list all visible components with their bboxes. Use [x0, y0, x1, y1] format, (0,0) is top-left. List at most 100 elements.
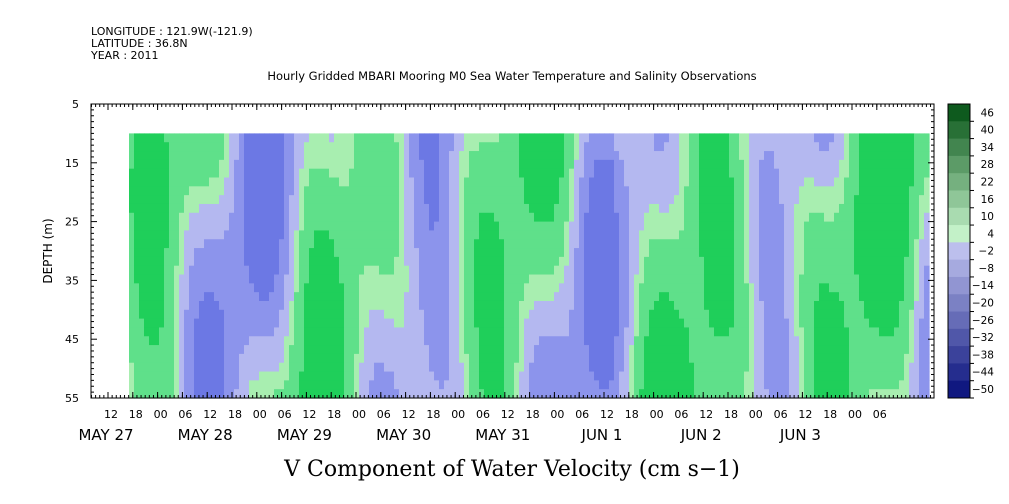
heatmap-cell: [139, 151, 145, 161]
heatmap-cell: [414, 239, 420, 249]
heatmap-cell: [529, 195, 535, 205]
heatmap-cell: [709, 256, 715, 267]
heatmap-cell: [629, 371, 635, 381]
heatmap-cell: [599, 265, 605, 276]
heatmap-cell: [254, 318, 260, 329]
heatmap-cell: [539, 248, 545, 258]
heatmap-cell: [329, 195, 335, 205]
heatmap-cell: [689, 371, 695, 381]
heatmap-cell: [489, 265, 495, 276]
heatmap-cell: [209, 239, 215, 249]
heatmap-cell: [814, 309, 820, 320]
heatmap-cell: [224, 239, 230, 249]
heatmap-cell: [199, 203, 205, 214]
heatmap-cell: [694, 151, 700, 161]
heatmap-cell: [239, 362, 245, 373]
heatmap-cell: [179, 133, 185, 143]
heatmap-cell: [869, 195, 875, 205]
heatmap-cell: [294, 239, 300, 249]
heatmap-cell: [584, 168, 590, 179]
heatmap-cell: [229, 380, 235, 390]
heatmap-cell: [774, 248, 780, 258]
heatmap-cell: [379, 230, 385, 240]
heatmap-cell: [544, 203, 550, 214]
heatmap-cell: [489, 371, 495, 381]
heatmap-cell: [394, 177, 400, 187]
heatmap-cell: [429, 168, 435, 179]
heatmap-cell: [614, 300, 620, 311]
heatmap-cell: [234, 389, 240, 399]
heatmap-cell: [514, 292, 520, 302]
heatmap-cell: [544, 186, 550, 196]
heatmap-cell: [524, 292, 530, 302]
heatmap-cell: [219, 168, 225, 179]
heatmap-cell: [669, 318, 675, 329]
heatmap-cell: [194, 292, 200, 302]
heatmap-cell: [819, 380, 825, 390]
heatmap-cell: [819, 300, 825, 311]
heatmap-cell: [389, 318, 395, 329]
heatmap-cell: [199, 230, 205, 240]
heatmap-cell: [339, 177, 345, 187]
heatmap-cell: [454, 309, 460, 320]
heatmap-cell: [584, 292, 590, 302]
heatmap-cell: [219, 309, 225, 320]
heatmap-cell: [554, 389, 560, 399]
heatmap-cell: [499, 186, 505, 196]
heatmap-cell: [869, 133, 875, 143]
heatmap-cell: [269, 151, 275, 161]
heatmap-cell: [914, 133, 920, 143]
heatmap-cell: [304, 274, 310, 284]
heatmap-cell: [769, 336, 775, 346]
heatmap-cell: [624, 362, 630, 373]
heatmap-cell: [274, 256, 280, 267]
heatmap-cell: [569, 195, 575, 205]
heatmap-cell: [609, 186, 615, 196]
heatmap-cell: [884, 133, 890, 143]
heatmap-cell: [779, 151, 785, 161]
heatmap-cell: [214, 300, 220, 311]
heatmap-cell: [884, 256, 890, 267]
heatmap-cell: [299, 380, 305, 390]
heatmap-cell: [364, 371, 370, 381]
heatmap-cell: [399, 133, 405, 143]
heatmap-cell: [264, 248, 270, 258]
heatmap-cell: [164, 327, 170, 337]
heatmap-cell: [169, 327, 175, 337]
heatmap-cell: [909, 274, 915, 284]
heatmap-cell: [704, 239, 710, 249]
heatmap-cell: [684, 300, 690, 311]
heatmap-cell: [449, 300, 455, 311]
heatmap-cell: [589, 265, 595, 276]
heatmap-cell: [299, 300, 305, 311]
heatmap-cell: [884, 221, 890, 232]
heatmap-cell: [674, 248, 680, 258]
heatmap-cell: [914, 203, 920, 214]
heatmap-cell: [784, 168, 790, 179]
heatmap-cell: [774, 151, 780, 161]
heatmap-cell: [769, 283, 775, 293]
heatmap-cell: [694, 283, 700, 293]
heatmap-cell: [129, 239, 135, 249]
heatmap-cell: [139, 256, 145, 267]
heatmap-cell: [179, 371, 185, 381]
heatmap-cell: [489, 186, 495, 196]
heatmap-cell: [629, 195, 635, 205]
heatmap-cell: [234, 230, 240, 240]
heatmap-cell: [624, 380, 630, 390]
heatmap-cell: [139, 327, 145, 337]
heatmap-cell: [364, 142, 370, 152]
heatmap-cell: [839, 248, 845, 258]
heatmap-cell: [724, 203, 730, 214]
heatmap-cell: [144, 186, 150, 196]
heatmap-cell: [454, 292, 460, 302]
heatmap-cell: [234, 309, 240, 320]
heatmap-cell: [499, 362, 505, 373]
heatmap-cell: [864, 345, 870, 355]
heatmap-cell: [179, 212, 185, 223]
heatmap-cell: [604, 203, 610, 214]
heatmap-cell: [834, 292, 840, 302]
heatmap-cell: [399, 265, 405, 276]
heatmap-cell: [569, 248, 575, 258]
heatmap-cell: [709, 345, 715, 355]
